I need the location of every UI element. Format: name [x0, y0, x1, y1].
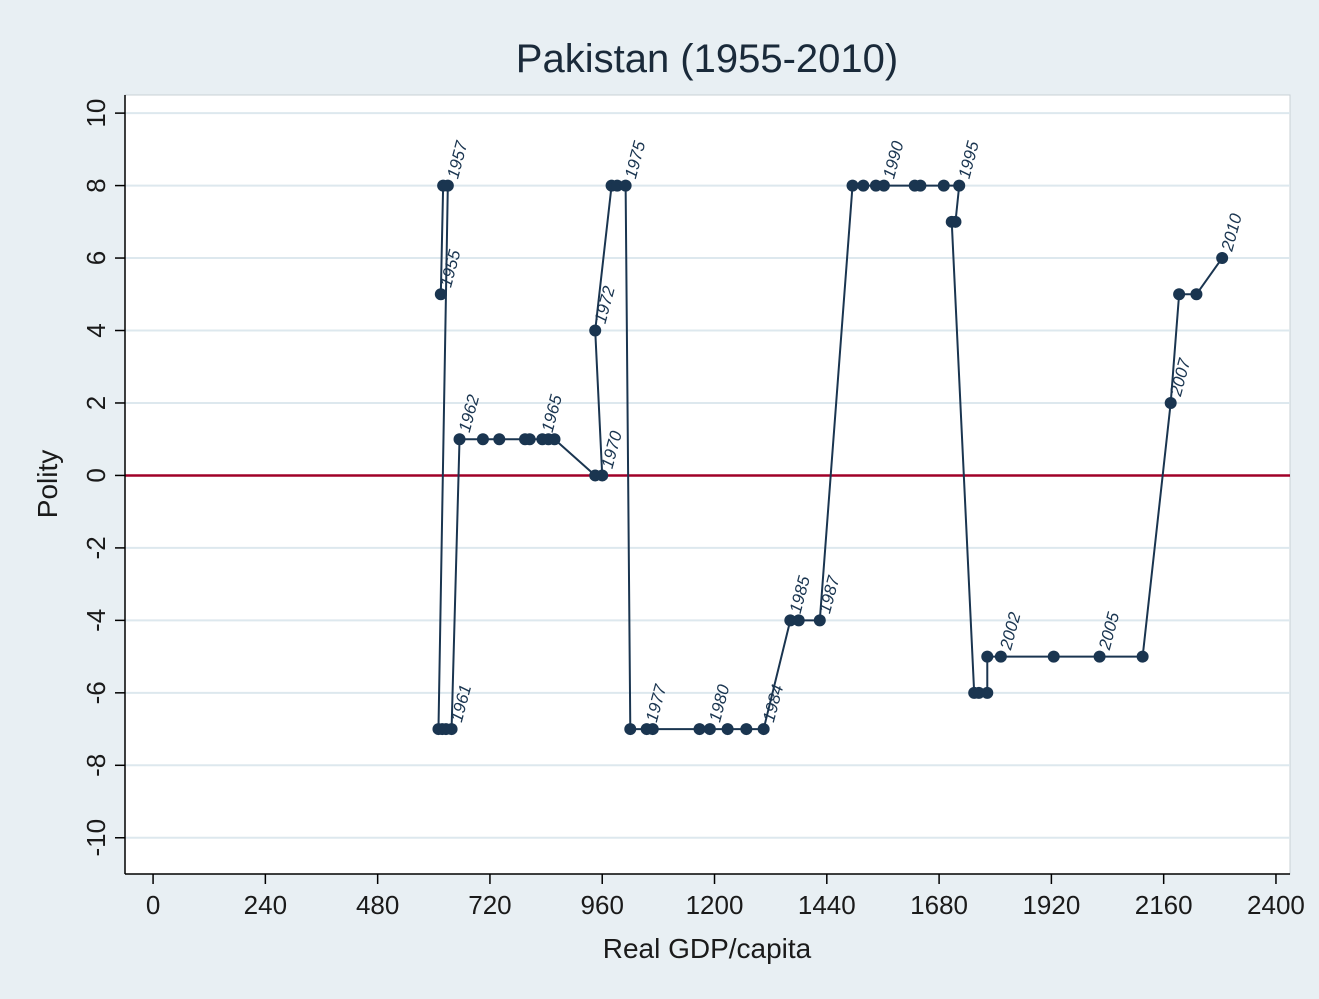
x-axis-title: Real GDP/capita: [603, 933, 812, 964]
data-point: [1136, 650, 1149, 663]
data-point: [596, 469, 609, 482]
data-point: [994, 650, 1007, 663]
y-tick-label: 0: [81, 468, 111, 482]
plot-area: [124, 94, 1291, 875]
grid-lines: [125, 112, 1290, 839]
x-axis: 0 240 480 720 960 1200 1440 1680 1920 2160 2400: [125, 873, 1305, 920]
data-point: [1093, 650, 1106, 663]
data-point: [914, 179, 927, 192]
data-point: [476, 433, 489, 446]
x-tick-label: 1920: [1022, 890, 1080, 920]
data-point: [721, 723, 734, 736]
x-tick-label: 1440: [798, 890, 856, 920]
x-tick-label: 1200: [686, 890, 744, 920]
data-point: [611, 179, 624, 192]
x-tick-label: 0: [146, 890, 160, 920]
data-point: [813, 614, 826, 627]
x-tick-label: 2160: [1135, 890, 1193, 920]
y-tick-label: -8: [81, 754, 111, 777]
x-tick-label: 1680: [910, 890, 968, 920]
x-tick-label: 960: [581, 890, 624, 920]
data-point: [784, 614, 797, 627]
y-tick-label: 6: [81, 251, 111, 265]
data-point: [441, 179, 454, 192]
data-point: [972, 686, 985, 699]
data-point: [953, 179, 966, 192]
data-point: [693, 723, 706, 736]
data-point: [1047, 650, 1060, 663]
y-tick-label: -6: [81, 681, 111, 704]
y-tick-label: -2: [81, 536, 111, 559]
data-point: [548, 433, 561, 446]
data-point: [493, 433, 506, 446]
data-point: [981, 686, 994, 699]
data-point: [619, 179, 632, 192]
data-point: [945, 215, 958, 228]
data-points: [432, 179, 1229, 736]
data-point: [445, 723, 458, 736]
data-point: [1190, 288, 1203, 301]
y-axis: -10 -8 -6 -4 -2 0 2 4 6 8 10: [81, 95, 126, 874]
data-point: [937, 179, 950, 192]
data-point: [757, 723, 770, 736]
y-tick-label: -10: [81, 819, 111, 857]
y-tick-label: 4: [81, 323, 111, 337]
data-point: [877, 179, 890, 192]
chart-title: Pakistan (1955-2010): [516, 37, 898, 81]
data-point: [589, 324, 602, 337]
data-point: [624, 723, 637, 736]
data-point: [1164, 396, 1177, 409]
data-point: [646, 723, 659, 736]
y-tick-label: 2: [81, 396, 111, 410]
data-point: [453, 433, 466, 446]
data-point: [1216, 252, 1229, 265]
data-point: [523, 433, 536, 446]
x-tick-label: 240: [244, 890, 287, 920]
x-tick-label: 2400: [1247, 890, 1305, 920]
data-point: [703, 723, 716, 736]
data-point: [1173, 288, 1186, 301]
data-point: [981, 650, 994, 663]
data-point: [740, 723, 753, 736]
data-point: [846, 179, 859, 192]
data-point: [434, 288, 447, 301]
y-axis-title: Polity: [32, 450, 63, 518]
y-tick-label: 10: [81, 99, 111, 128]
y-tick-label: -4: [81, 609, 111, 632]
y-tick-label: 8: [81, 178, 111, 192]
data-point: [857, 179, 870, 192]
data-point: [792, 614, 805, 627]
x-tick-label: 480: [356, 890, 399, 920]
x-tick-label: 720: [468, 890, 511, 920]
